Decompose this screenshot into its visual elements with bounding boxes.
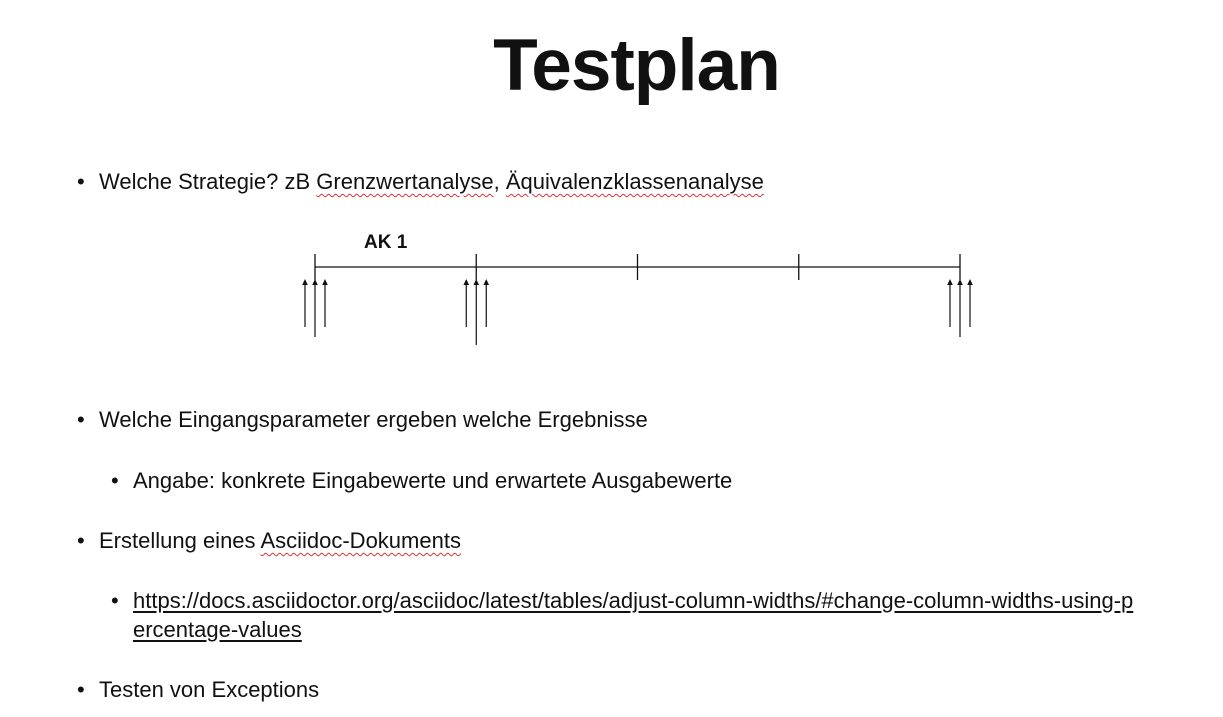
term-equivalence-class-analysis: Äquivalenzklassenanalyse <box>505 169 764 194</box>
bullet-exceptions: • Testen von Exceptions <box>77 675 320 704</box>
term-boundary-analysis: Grenzwertanalyse <box>316 169 494 194</box>
arrow-head <box>957 279 963 285</box>
bullet-dot: • <box>77 169 85 194</box>
equivalence-class-diagram: AK 1 <box>302 232 973 345</box>
diagram-label: AK 1 <box>364 232 408 253</box>
test-point-arrow <box>322 279 328 327</box>
test-point-arrow <box>483 279 490 327</box>
arrow-head <box>473 279 480 285</box>
test-point-arrow <box>967 279 973 327</box>
strategy-separator: , <box>493 169 506 194</box>
bullet-parameters: • Welche Eingangsparameter ergeben welch… <box>77 405 648 434</box>
slide-title: Testplan <box>493 25 781 106</box>
test-point-arrow <box>463 279 470 327</box>
arrow-head <box>967 279 973 285</box>
test-point-arrow <box>473 279 480 345</box>
bullet-dot: • <box>111 468 119 493</box>
bullet-document: • Erstellung eines Asciidoc-Dokuments <box>77 526 461 555</box>
arrow-head <box>483 279 490 285</box>
bullet-dot: • <box>77 677 85 702</box>
document-prefix: Erstellung eines <box>99 528 261 553</box>
strategy-prefix: Welche Strategie? zB <box>99 169 317 194</box>
parameters-text: Welche Eingangsparameter ergeben welche … <box>99 407 648 432</box>
parameters-sub-text: Angabe: konkrete Eingabewerte und erwart… <box>133 468 733 493</box>
arrow-head <box>463 279 470 285</box>
bullet-dot: • <box>77 528 85 553</box>
test-point-arrow <box>947 279 953 327</box>
exceptions-text: Testen von Exceptions <box>99 677 320 702</box>
test-point-arrow <box>302 279 308 327</box>
tick-marks <box>314 254 961 280</box>
bullet-link: • https://docs.asciidoctor.org/asciidoc/… <box>111 586 1143 644</box>
test-point-arrows <box>302 279 973 345</box>
test-point-arrow <box>312 279 318 337</box>
arrow-head <box>322 279 328 285</box>
bullet-dot: • <box>111 588 119 613</box>
test-point-arrow <box>957 279 963 337</box>
bullet-strategy: • Welche Strategie? zB Grenzwertanalyse,… <box>77 167 764 196</box>
asciidoc-docs-link[interactable]: https://docs.asciidoctor.org/asciidoc/la… <box>133 588 1134 642</box>
arrow-head <box>302 279 308 285</box>
bullet-dot: • <box>77 407 85 432</box>
term-asciidoc-document: Asciidoc-Dokuments <box>260 528 461 553</box>
arrow-head <box>312 279 318 285</box>
bullet-parameters-sub: • Angabe: konkrete Eingabewerte und erwa… <box>111 466 733 495</box>
arrow-head <box>947 279 953 285</box>
